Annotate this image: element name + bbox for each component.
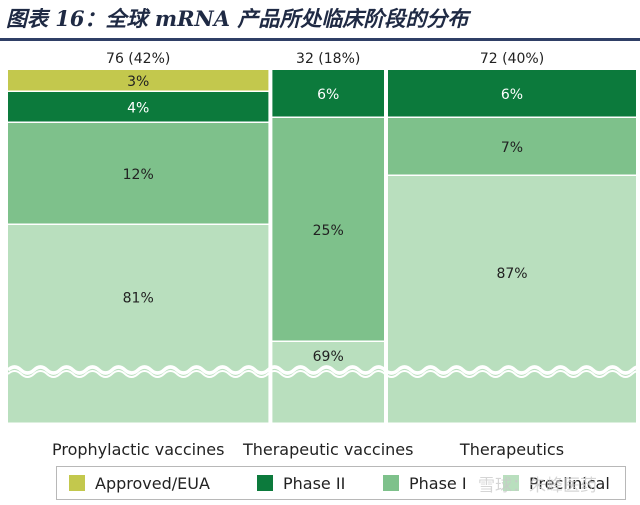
- count-label-therapeutics: 72 (40%): [480, 51, 544, 67]
- data-label-therapeutics-phase-i: 7%: [501, 140, 523, 156]
- figure-title: 图表 16：全球 mRNA 产品所处临床阶段的分布: [6, 6, 469, 31]
- bar-therapeutic-vaccines-preclinical: [272, 342, 384, 423]
- data-label-therapeutic-vaccines-preclinical: 69%: [313, 349, 344, 365]
- title-rule: [0, 38, 640, 41]
- count-label-prophylactic-vaccines: 76 (42%): [106, 51, 170, 67]
- data-label-therapeutics-phase-ii: 6%: [501, 87, 523, 103]
- legend-label-approved: Approved/EUA: [95, 473, 210, 493]
- legend-swatch-phase2: [257, 475, 273, 491]
- legend-label-preclinical: Preclinical: [529, 473, 610, 493]
- axis-break-wave-bottom: [7, 370, 640, 378]
- legend-label-phase2: Phase II: [283, 473, 346, 493]
- mekko-chart: 3% 4% 12% 81% 76 (42%) Prophylactic vaccines 6…: [6, 51, 640, 459]
- legend: Approved/EUA Phase II Phase I Preclinica…: [56, 466, 626, 500]
- bar-therapeutic-vaccines-phase-i: [272, 118, 384, 341]
- count-label-therapeutic-vaccines: 32 (18%): [296, 51, 360, 67]
- data-label-prophylactic-vaccines-phase-i: 12%: [123, 167, 154, 183]
- bar-therapeutic-vaccines-phase-ii: [272, 70, 384, 117]
- category-label-therapeutics: Therapeutics: [459, 440, 564, 459]
- data-label-prophylactic-vaccines-preclinical: 81%: [123, 291, 154, 307]
- bar-therapeutics-preclinical: [388, 176, 636, 423]
- axis-break-wave-top: [6, 365, 640, 375]
- legend-swatch-approved: [69, 475, 85, 491]
- data-label-therapeutic-vaccines-phase-i: 25%: [313, 223, 344, 239]
- bar-therapeutics-phase-ii: [388, 70, 636, 117]
- bar-therapeutics-phase-i: [388, 118, 636, 175]
- data-label-therapeutics-preclinical: 87%: [496, 266, 527, 282]
- data-label-prophylactic-vaccines-phase-ii: 4%: [127, 101, 149, 117]
- data-label-therapeutic-vaccines-phase-ii: 6%: [317, 87, 339, 103]
- data-label-prophylactic-vaccines-approved-eua: 3%: [127, 74, 149, 90]
- bar-prophylactic-vaccines-preclinical: [8, 225, 269, 423]
- legend-item-phase2: Phase II: [257, 467, 345, 499]
- bar-prophylactic-vaccines-phase-i: [8, 123, 269, 224]
- legend-label-phase1: Phase I: [409, 473, 467, 493]
- category-label-prophylactic-vaccines: Prophylactic vaccines: [52, 440, 224, 459]
- legend-item-approved: Approved/EUA: [69, 467, 210, 499]
- bar-prophylactic-vaccines-approved-eua: [8, 70, 269, 91]
- legend-item-preclinical: Preclinical: [503, 467, 610, 499]
- legend-swatch-preclinical: [503, 475, 519, 491]
- legend-item-phase1: Phase I: [383, 467, 467, 499]
- category-label-therapeutic-vaccines: Therapeutic vaccines: [242, 440, 414, 459]
- legend-swatch-phase1: [383, 475, 399, 491]
- bar-prophylactic-vaccines-phase-ii: [8, 92, 269, 122]
